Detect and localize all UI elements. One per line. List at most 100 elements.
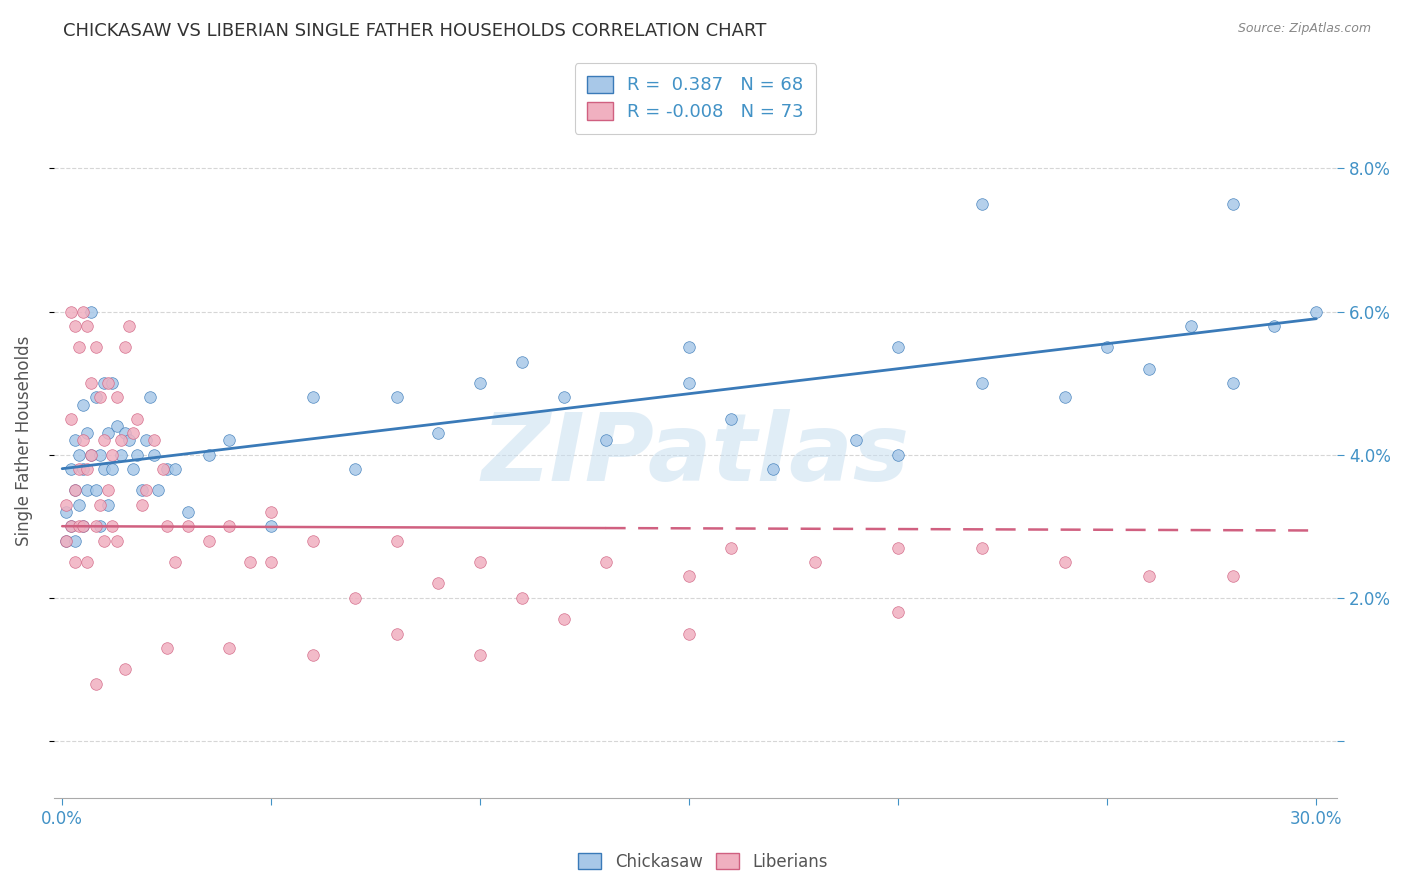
Point (101, 519, 124, 533)
Point (55, 505, 77, 519)
Point (139, 390, 162, 404)
Point (67, 462, 90, 476)
Point (97, 498, 120, 512)
Text: Source: ZipAtlas.com: Source: ZipAtlas.com (1237, 22, 1371, 36)
Point (67, 448, 90, 462)
Point (89, 390, 111, 404)
Point (510, 591, 533, 605)
Point (218, 434, 240, 448)
Point (76, 483, 98, 498)
Point (80, 376, 103, 390)
Point (76, 426, 98, 441)
Point (595, 434, 617, 448)
Point (63, 533, 86, 548)
Point (72, 462, 94, 476)
Point (1054, 390, 1077, 404)
Point (127, 412, 149, 426)
Point (127, 448, 149, 462)
Point (302, 390, 325, 404)
Point (239, 555, 262, 569)
Point (1137, 361, 1160, 376)
Point (93, 434, 115, 448)
Point (165, 462, 187, 476)
Point (63, 434, 86, 448)
Point (76, 462, 98, 476)
Point (80, 304, 103, 318)
Point (105, 390, 128, 404)
Point (135, 434, 157, 448)
Point (156, 462, 179, 476)
Point (59, 519, 82, 533)
Point (118, 434, 141, 448)
Point (84, 483, 107, 498)
Point (72, 398, 94, 412)
Point (553, 390, 575, 404)
Point (97, 483, 120, 498)
Point (122, 426, 145, 441)
Point (72, 304, 94, 318)
Point (59, 304, 82, 318)
Point (110, 448, 132, 462)
Point (143, 448, 166, 462)
Point (105, 419, 128, 434)
Legend: Chickasaw, Liberians: Chickasaw, Liberians (569, 845, 837, 880)
Point (97, 426, 120, 441)
Point (76, 555, 98, 569)
Point (470, 555, 492, 569)
Point (114, 340, 136, 354)
Point (970, 197, 993, 211)
Point (122, 462, 145, 476)
Point (156, 519, 179, 533)
Point (89, 448, 111, 462)
Point (80, 448, 103, 462)
Point (114, 426, 136, 441)
Text: CHICKASAW VS LIBERIAN SINGLE FATHER HOUSEHOLDS CORRELATION CHART: CHICKASAW VS LIBERIAN SINGLE FATHER HOUS… (63, 22, 766, 40)
Point (385, 626, 408, 640)
Point (63, 483, 86, 498)
Point (218, 640, 240, 655)
Point (89, 498, 111, 512)
Point (197, 448, 219, 462)
Point (97, 376, 120, 390)
Point (595, 555, 617, 569)
Point (143, 434, 166, 448)
Point (302, 648, 325, 662)
Point (678, 376, 700, 390)
Point (55, 533, 77, 548)
Point (84, 340, 107, 354)
Point (887, 448, 910, 462)
Point (114, 662, 136, 676)
Point (427, 576, 450, 591)
Text: ZIPatlas: ZIPatlas (481, 409, 910, 500)
Point (887, 605, 910, 619)
Point (101, 462, 124, 476)
Point (148, 483, 170, 498)
Point (678, 340, 700, 354)
Point (63, 483, 86, 498)
Point (89, 519, 111, 533)
Point (76, 318, 98, 333)
Point (55, 498, 77, 512)
Point (118, 318, 141, 333)
Point (84, 519, 107, 533)
Legend: R =  0.387   N = 68, R = -0.008   N = 73: R = 0.387 N = 68, R = -0.008 N = 73 (575, 63, 817, 134)
Point (59, 462, 82, 476)
Point (72, 434, 94, 448)
Point (59, 519, 82, 533)
Point (176, 505, 198, 519)
Point (1180, 318, 1202, 333)
Point (260, 519, 283, 533)
Point (720, 412, 742, 426)
Point (970, 376, 993, 390)
Point (72, 519, 94, 533)
Point (970, 541, 993, 555)
Point (260, 505, 283, 519)
Point (84, 676, 107, 690)
Point (385, 390, 408, 404)
Point (63, 555, 86, 569)
Point (385, 533, 408, 548)
Point (93, 462, 115, 476)
Point (59, 412, 82, 426)
Point (1097, 340, 1119, 354)
Point (101, 376, 124, 390)
